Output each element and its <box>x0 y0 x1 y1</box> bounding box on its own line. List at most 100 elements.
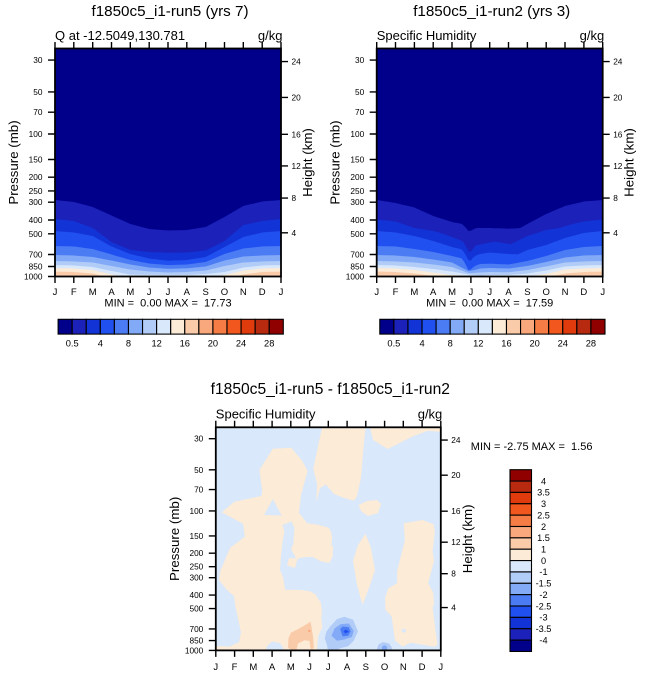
svg-text:400: 400 <box>29 215 43 225</box>
svg-text:4: 4 <box>98 339 103 349</box>
svg-text:-4: -4 <box>539 635 547 645</box>
svg-text:250: 250 <box>29 186 43 196</box>
svg-text:S: S <box>524 287 530 298</box>
svg-text:50: 50 <box>355 87 365 97</box>
svg-text:Pressure (mb): Pressure (mb) <box>328 120 343 204</box>
svg-text:MIN = 0.00 MAX = 17.59: MIN = 0.00 MAX = 17.59 <box>426 297 553 309</box>
svg-text:28: 28 <box>264 339 274 349</box>
svg-text:500: 500 <box>29 229 43 239</box>
svg-text:300: 300 <box>189 573 203 583</box>
svg-text:2.5: 2.5 <box>537 510 550 520</box>
svg-text:1: 1 <box>541 545 546 555</box>
svg-text:M: M <box>89 287 97 298</box>
svg-text:250: 250 <box>189 562 203 572</box>
svg-text:16: 16 <box>451 506 461 516</box>
svg-text:M: M <box>287 662 295 673</box>
svg-text:8: 8 <box>451 569 456 579</box>
svg-text:16: 16 <box>501 339 511 349</box>
svg-text:400: 400 <box>350 215 364 225</box>
svg-text:M: M <box>126 287 134 298</box>
svg-text:50: 50 <box>194 465 204 475</box>
svg-text:Height (km): Height (km) <box>622 128 637 197</box>
svg-text:30: 30 <box>355 55 365 65</box>
svg-text:-1.5: -1.5 <box>536 579 552 589</box>
svg-text:24: 24 <box>558 339 568 349</box>
svg-text:150: 150 <box>350 154 364 164</box>
svg-text:8: 8 <box>448 339 453 349</box>
svg-text:3.5: 3.5 <box>537 488 550 498</box>
svg-text:-3: -3 <box>539 613 547 623</box>
svg-text:16: 16 <box>613 129 623 139</box>
svg-text:28: 28 <box>586 339 596 349</box>
svg-text:O: O <box>543 287 550 298</box>
svg-text:16: 16 <box>292 129 302 139</box>
svg-text:A: A <box>505 287 512 298</box>
svg-text:100: 100 <box>350 129 364 139</box>
svg-text:12: 12 <box>292 161 302 171</box>
svg-text:Specific Humidity: Specific Humidity <box>216 407 316 422</box>
svg-text:150: 150 <box>189 531 203 541</box>
svg-text:700: 700 <box>29 249 43 259</box>
svg-text:12: 12 <box>473 339 483 349</box>
svg-text:A: A <box>344 662 351 673</box>
svg-text:1000: 1000 <box>24 272 43 282</box>
svg-text:g/kg: g/kg <box>418 407 443 422</box>
svg-text:0: 0 <box>541 556 546 566</box>
svg-text:J: J <box>600 287 605 298</box>
svg-text:200: 200 <box>350 172 364 182</box>
svg-text:0.5: 0.5 <box>387 339 400 349</box>
svg-text:F: F <box>71 287 77 298</box>
svg-text:400: 400 <box>189 590 203 600</box>
svg-text:D: D <box>419 662 426 673</box>
svg-text:A: A <box>430 287 437 298</box>
svg-text:J: J <box>326 662 331 673</box>
svg-text:1000: 1000 <box>346 272 365 282</box>
svg-text:f1850c5_i1-run5 - f1850c5_i1-r: f1850c5_i1-run5 - f1850c5_i1-run2 <box>211 381 450 398</box>
svg-text:J: J <box>213 662 218 673</box>
svg-text:200: 200 <box>189 548 203 558</box>
svg-text:70: 70 <box>355 107 365 117</box>
svg-text:500: 500 <box>350 229 364 239</box>
svg-text:700: 700 <box>189 624 203 634</box>
svg-text:-3.5: -3.5 <box>536 624 552 634</box>
svg-text:J: J <box>147 287 152 298</box>
svg-text:16: 16 <box>180 339 190 349</box>
svg-text:12: 12 <box>151 339 161 349</box>
svg-text:100: 100 <box>29 129 43 139</box>
svg-text:250: 250 <box>350 186 364 196</box>
svg-text:N: N <box>400 662 407 673</box>
svg-text:J: J <box>487 287 492 298</box>
svg-text:24: 24 <box>451 435 461 445</box>
svg-text:f1850c5_i1-run2 (yrs 3): f1850c5_i1-run2 (yrs 3) <box>413 3 570 20</box>
svg-text:N: N <box>562 287 569 298</box>
svg-text:A: A <box>184 287 191 298</box>
svg-text:850: 850 <box>29 261 43 271</box>
svg-text:M: M <box>249 662 257 673</box>
svg-text:Pressure (mb): Pressure (mb) <box>167 497 182 581</box>
svg-text:MIN = 0.00 MAX = 17.73: MIN = 0.00 MAX = 17.73 <box>104 297 231 309</box>
svg-text:700: 700 <box>350 249 364 259</box>
svg-text:3: 3 <box>541 499 546 509</box>
svg-text:200: 200 <box>29 172 43 182</box>
svg-text:4: 4 <box>451 603 456 613</box>
svg-text:Pressure (mb): Pressure (mb) <box>6 120 21 204</box>
svg-text:Height (km): Height (km) <box>460 504 475 573</box>
svg-text:500: 500 <box>189 604 203 614</box>
svg-text:20: 20 <box>208 339 218 349</box>
svg-text:70: 70 <box>194 485 204 495</box>
svg-text:20: 20 <box>613 92 623 102</box>
svg-text:S: S <box>202 287 208 298</box>
svg-text:J: J <box>438 662 443 673</box>
svg-text:D: D <box>259 287 266 298</box>
svg-text:20: 20 <box>292 92 302 102</box>
svg-text:24: 24 <box>292 57 302 67</box>
svg-text:-1: -1 <box>539 567 547 577</box>
svg-text:4: 4 <box>419 339 424 349</box>
svg-text:24: 24 <box>236 339 246 349</box>
svg-text:8: 8 <box>292 193 297 203</box>
svg-text:30: 30 <box>33 55 43 65</box>
svg-text:A: A <box>269 662 276 673</box>
svg-text:1000: 1000 <box>185 645 204 655</box>
svg-text:Height (km): Height (km) <box>300 128 315 197</box>
svg-text:12: 12 <box>451 537 461 547</box>
